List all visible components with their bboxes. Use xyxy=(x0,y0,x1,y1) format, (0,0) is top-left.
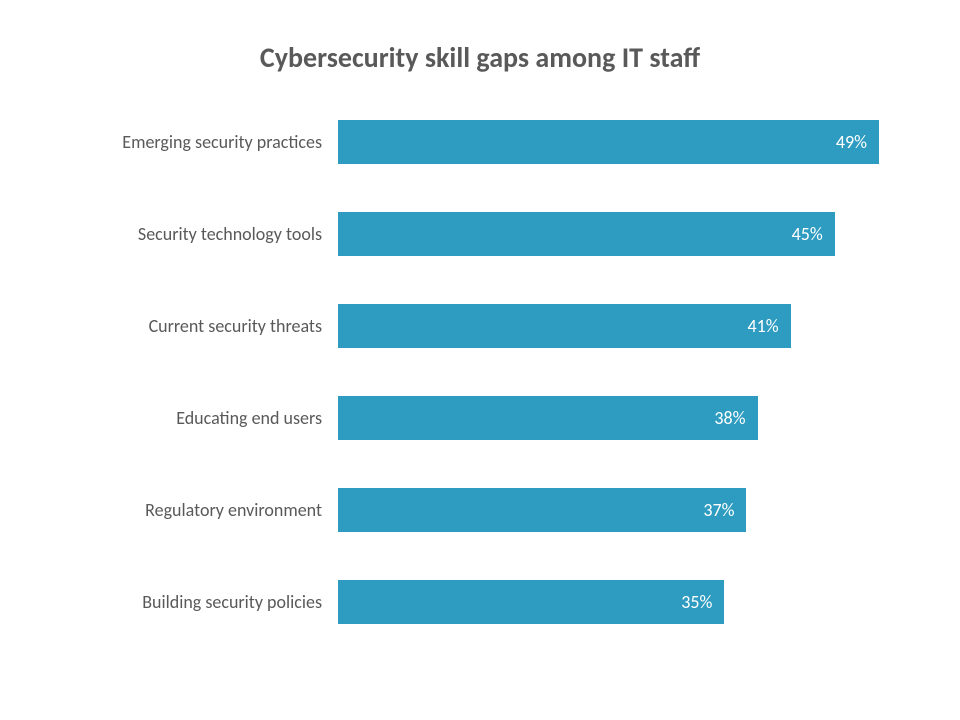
bar-row: Building security policies 35% xyxy=(70,580,890,624)
value-label: 35% xyxy=(338,580,724,624)
chart-title: Cybersecurity skill gaps among IT staff xyxy=(0,40,960,75)
category-label: Educating end users xyxy=(70,396,330,440)
bar-row: Emerging security practices 49% xyxy=(70,120,890,164)
chart-container: Cybersecurity skill gaps among IT staff … xyxy=(0,0,960,720)
value-label: 38% xyxy=(338,396,758,440)
bar-row: Educating end users 38% xyxy=(70,396,890,440)
category-label: Security technology tools xyxy=(70,212,330,256)
category-label: Building security policies xyxy=(70,580,330,624)
value-label: 49% xyxy=(338,120,879,164)
plot-area: Emerging security practices 49% Security… xyxy=(70,120,890,680)
category-label: Regulatory environment xyxy=(70,488,330,532)
category-label: Current security threats xyxy=(70,304,330,348)
bar-row: Current security threats 41% xyxy=(70,304,890,348)
value-label: 45% xyxy=(338,212,835,256)
value-label: 37% xyxy=(338,488,746,532)
category-label: Emerging security practices xyxy=(70,120,330,164)
value-label: 41% xyxy=(338,304,791,348)
bar-row: Security technology tools 45% xyxy=(70,212,890,256)
bar-row: Regulatory environment 37% xyxy=(70,488,890,532)
